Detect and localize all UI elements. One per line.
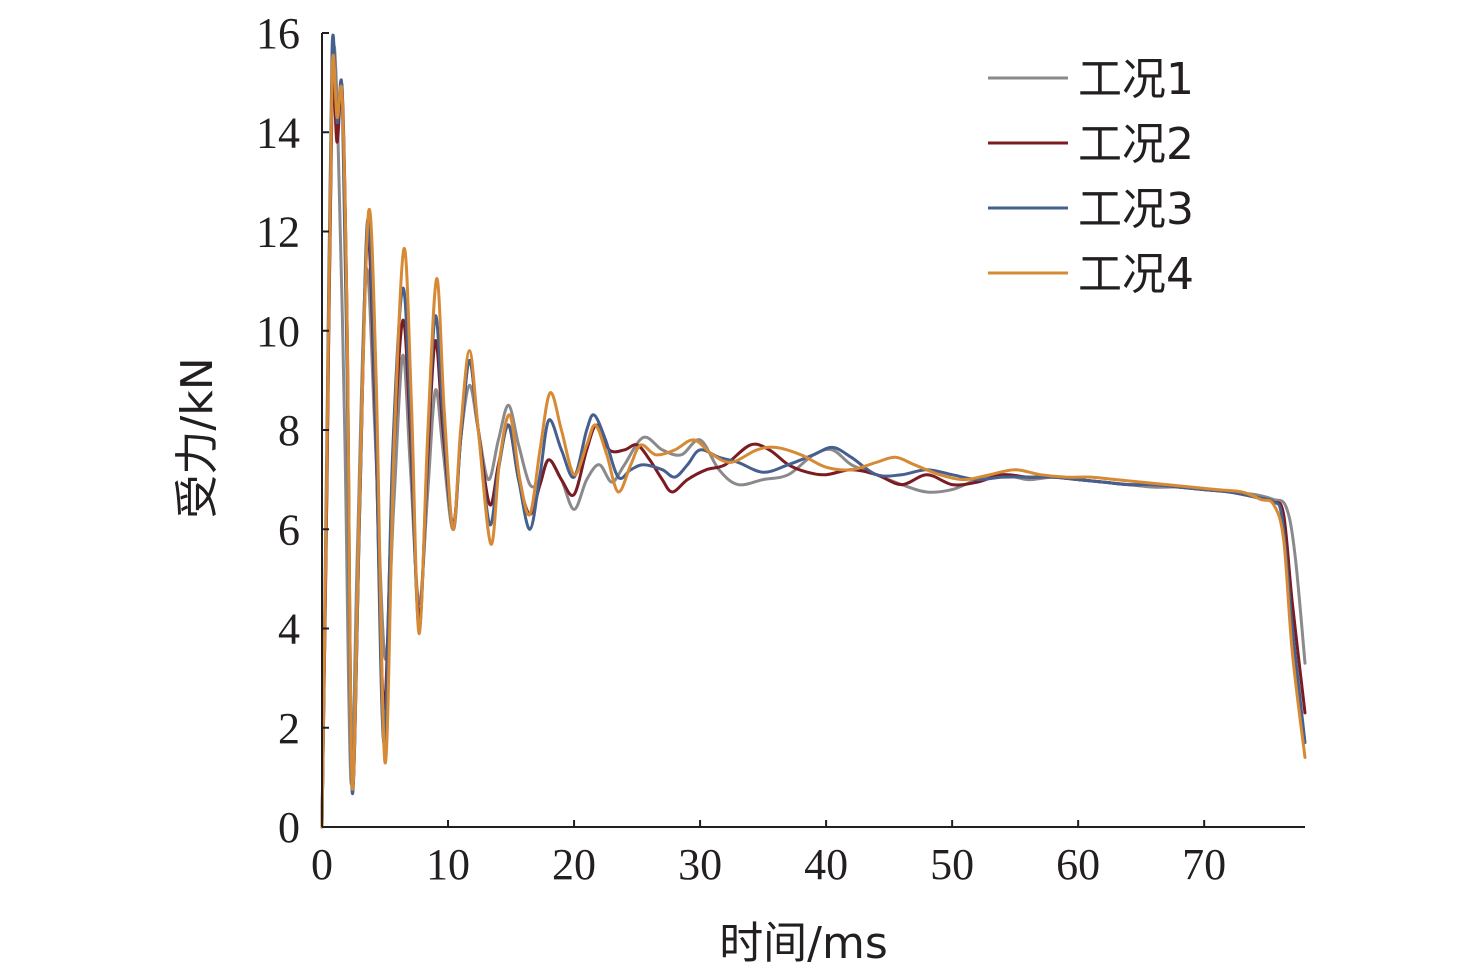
x-tick-label: 20: [552, 840, 596, 889]
y-tick-label: 12: [256, 208, 300, 257]
legend: 工况1 工况2 工况3 工况4: [988, 54, 1194, 300]
legend-label: 工况2: [1078, 119, 1194, 170]
x-tick-label: 10: [426, 840, 470, 889]
x-tick-label: 30: [678, 840, 722, 889]
y-axis-title: 受力/kN: [172, 357, 223, 518]
x-tick-label: 60: [1056, 840, 1100, 889]
legend-label: 工况3: [1078, 184, 1194, 235]
series-layer: [320, 33, 1307, 829]
y-tick-label: 6: [278, 505, 300, 554]
x-tick-label: 50: [930, 840, 974, 889]
y-tick-label: 4: [278, 605, 300, 654]
y-tick-label: 10: [256, 307, 300, 356]
legend-label: 工况1: [1078, 54, 1194, 105]
series-line: [320, 53, 1307, 829]
y-tick-label: 8: [278, 406, 300, 455]
x-tick-label: 40: [804, 840, 848, 889]
x-tick-label: 70: [1182, 840, 1226, 889]
ticks-layer: 0 10 20 30 40 50 60 70 0 2 4 6 8 10 12 14 16: [256, 9, 1226, 889]
y-tick-label: 2: [278, 704, 300, 753]
y-tick-label: 14: [256, 108, 300, 157]
y-tick-label: 16: [256, 9, 300, 58]
legend-label: 工况4: [1078, 249, 1194, 300]
y-tick-label: 0: [278, 803, 300, 852]
x-axis-title: 时间/ms: [719, 918, 888, 969]
x-tick-label: 0: [311, 840, 333, 889]
